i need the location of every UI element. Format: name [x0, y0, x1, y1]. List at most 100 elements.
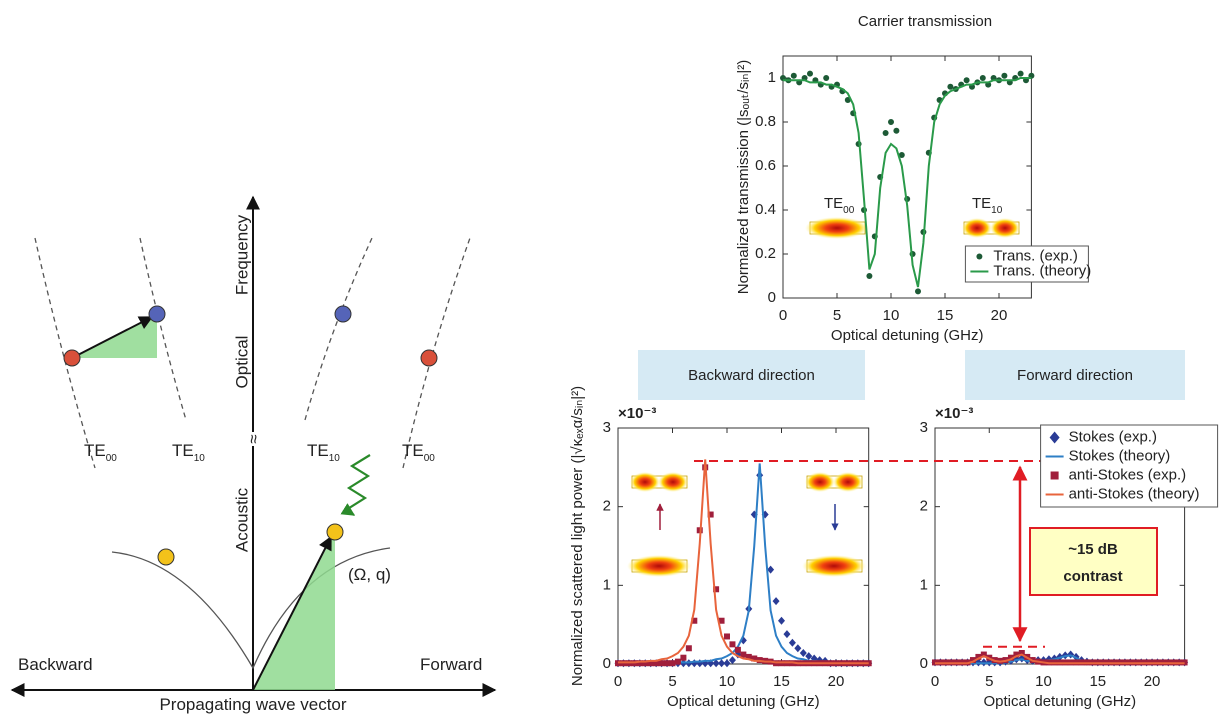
data-point	[642, 660, 649, 667]
x-tick-label: 15	[937, 307, 954, 324]
data-point	[772, 597, 780, 606]
mode-sub: 10	[329, 453, 341, 464]
mode-label: TE00	[824, 195, 855, 216]
x-tick-label: 5	[985, 673, 993, 690]
data-point	[807, 70, 813, 77]
y-tick-label: 0.6	[755, 157, 776, 174]
x-tick-label: 20	[1144, 673, 1161, 690]
data-point	[740, 651, 747, 658]
x-axis-label: Optical detuning (GHz)	[984, 693, 1137, 710]
legend-box	[964, 245, 1089, 283]
legend-swatch	[1050, 471, 1059, 480]
data-point	[691, 617, 698, 624]
x-tick-label: 20	[828, 673, 845, 690]
acoustic-dispersion	[111, 547, 391, 670]
x-tick-label: 10	[1035, 673, 1052, 690]
mode-point	[63, 349, 81, 367]
y-tick-label: 0.8	[755, 113, 776, 130]
data-point	[979, 75, 986, 81]
series-line	[783, 77, 1032, 288]
plot-frame	[782, 55, 1032, 299]
transition-arrow	[71, 316, 154, 359]
legend-label: anti-Stokes (theory)	[1069, 485, 1200, 502]
axis-label: Optical	[232, 336, 251, 389]
y-tick-label: 1	[920, 576, 928, 593]
phonon-zigzag	[340, 454, 371, 516]
mode-insets	[627, 217, 1020, 577]
annotation-text: ~15 dB	[1068, 541, 1118, 558]
mode-text: TE	[172, 441, 194, 460]
chart: Forward direction 0 5 10 15 20 0 1 2 3 Optical det…	[694, 350, 1219, 710]
legend-label: anti-Stokes (exp.)	[1069, 466, 1187, 483]
mode-sub: 00	[424, 453, 436, 464]
mode-text: TE	[402, 441, 424, 460]
data-point	[685, 645, 692, 652]
mode-profile	[802, 555, 866, 577]
y-tick-label: 3	[603, 419, 611, 436]
dispersion-te10-right	[304, 237, 373, 421]
chart-title: Carrier transmission	[858, 13, 992, 30]
data-point	[980, 651, 987, 658]
y-tick-label: 0	[768, 289, 776, 306]
mode-text: TE	[307, 441, 329, 460]
dispersion-te00-left	[34, 237, 96, 469]
y-tick-label: 1	[603, 576, 611, 593]
axis-label: Acoustic	[232, 487, 251, 552]
data-point	[653, 660, 660, 667]
axis-label: Frequency	[232, 214, 251, 295]
y-tick-label: 3	[920, 419, 928, 436]
mode-point	[420, 349, 438, 367]
data-point	[1018, 649, 1025, 656]
y-axis-label: Normalized transmission (|sₒᵤₜ/sᵢₙ|²)	[735, 60, 752, 295]
data-point	[799, 648, 807, 657]
dispersion-diagram: Frequency Optical Acoustic ≈ TE00 TE10 T…	[10, 195, 497, 714]
x-tick-label: 5	[668, 673, 676, 690]
title-box	[965, 350, 1185, 400]
mode-label: TE00	[402, 441, 435, 464]
mode-label: TE00	[84, 441, 117, 464]
x-tick-label: 20	[991, 307, 1008, 324]
title-box	[638, 350, 865, 400]
data-point	[783, 630, 791, 639]
y-axis-label: Normalized scattered light power (|√κₑₓα…	[569, 386, 586, 686]
data-point	[724, 633, 730, 640]
data-point	[734, 646, 741, 653]
data-point	[882, 130, 889, 136]
data-point	[975, 653, 982, 660]
annotation-text: contrast	[1063, 568, 1122, 585]
mode-sub: 00	[843, 205, 855, 216]
mode-point	[148, 305, 166, 323]
x-tick-label: 0	[779, 307, 787, 324]
chart: Backward direction 0 5 10 15 20 0 1 2 3 Optical de…	[569, 350, 873, 710]
y-tick-label: 1	[768, 69, 776, 86]
chart-title: Forward direction	[1017, 367, 1133, 384]
data-point	[778, 616, 785, 625]
mode-profile	[990, 218, 1020, 238]
data-point	[647, 660, 654, 667]
legend-label: Stokes (exp.)	[1069, 428, 1157, 445]
mode-label: TE10	[972, 195, 1003, 216]
data-point	[718, 617, 725, 624]
data-point	[1001, 72, 1008, 79]
x-axis-label: Optical detuning (GHz)	[667, 693, 820, 710]
dispersion-te10-left	[139, 237, 187, 421]
legend: Stokes (exp.) Stokes (theory) anti-Stokes …	[1040, 424, 1219, 508]
legend-label: Trans. (exp.)	[993, 247, 1077, 264]
mode-label: TE10	[172, 441, 205, 464]
mode-text: TE	[84, 441, 106, 460]
mode-sub: 10	[991, 205, 1003, 216]
y-multiplier: ×10⁻³	[618, 405, 656, 422]
axis-break: ≈	[244, 434, 263, 443]
direction-label: Forward	[420, 655, 482, 674]
legend: Trans. (exp.)Trans. (theory)	[964, 245, 1091, 283]
data-point	[947, 83, 954, 90]
plot-frame	[617, 427, 870, 665]
data-point	[790, 72, 797, 79]
series-line	[618, 459, 869, 665]
chart: Carrier transmission 0 5 10 15 20 0 0.2 0.4 0.6 0.…	[735, 13, 1091, 344]
mode-profile	[805, 217, 869, 239]
mode-profile	[962, 218, 992, 238]
legend-label: Stokes (theory)	[1069, 447, 1171, 464]
mode-sub: 10	[194, 453, 206, 464]
